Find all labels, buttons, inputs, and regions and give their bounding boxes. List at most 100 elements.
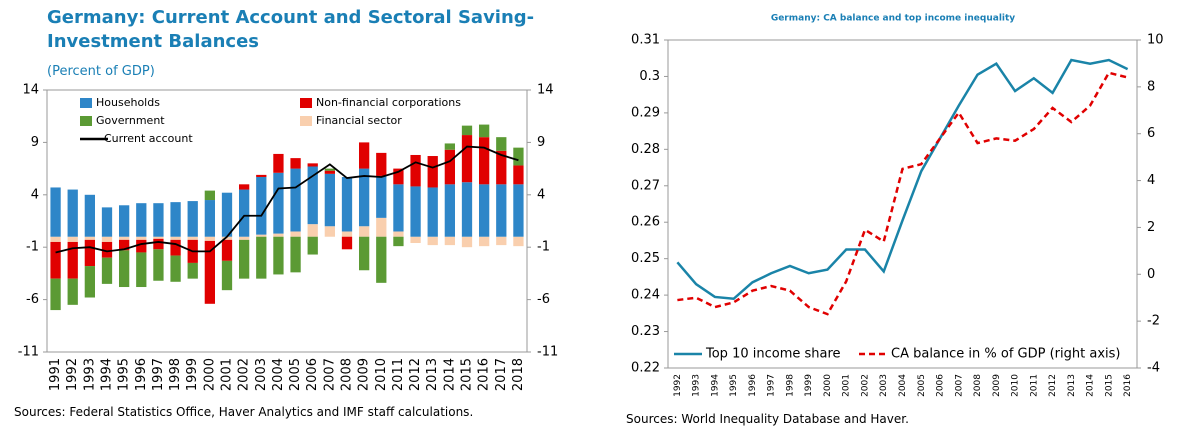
- x-tick-label: 1992: [673, 374, 683, 397]
- bar-segment: [290, 231, 301, 237]
- bar-segment: [427, 156, 438, 188]
- bar-segment: [376, 152, 387, 176]
- y-tick-label: 0.29: [631, 105, 660, 120]
- x-tick-label: 2009: [357, 358, 372, 391]
- bar-segment: [513, 165, 524, 185]
- y-tick-label: 0.22: [631, 361, 660, 376]
- x-tick-label: 2004: [271, 358, 286, 391]
- bar-segment: [67, 189, 78, 237]
- legend-swatch: [80, 116, 92, 126]
- bar-segment: [153, 203, 164, 237]
- bar-segment: [204, 190, 215, 201]
- bar-segment: [461, 135, 473, 183]
- bar-segment: [427, 187, 438, 237]
- bar-segment: [50, 236, 61, 242]
- x-tick-label: 2007: [954, 374, 964, 397]
- bar-segment: [273, 236, 284, 275]
- bar-segment: [256, 236, 267, 279]
- plot-frame: [667, 39, 1138, 369]
- bar-segment: [410, 186, 421, 237]
- x-tick-label: 2002: [237, 358, 252, 391]
- bar-segment: [136, 236, 147, 240]
- x-tick-label: 2003: [254, 358, 269, 391]
- x-tick-label: 1998: [168, 358, 183, 391]
- legend-label: Current account: [104, 132, 193, 145]
- x-tick-label: 1999: [185, 358, 200, 391]
- y2-tick-label: 4: [537, 187, 545, 202]
- bar-segment: [101, 207, 113, 237]
- legend-label: Households: [96, 96, 160, 109]
- bar-segment: [376, 175, 387, 218]
- chart-subtitle: (Percent of GDP): [47, 64, 155, 79]
- bar-segment: [221, 236, 233, 240]
- bar-segment: [513, 147, 524, 166]
- x-tick-label: 2015: [460, 358, 475, 391]
- bar-segment: [101, 257, 113, 284]
- bar-segment: [153, 249, 164, 281]
- x-tick-label: 1993: [82, 358, 97, 391]
- bar-segment: [119, 236, 130, 240]
- y2-tick-label: 14: [537, 83, 554, 98]
- x-tick-label: 2009: [992, 374, 1002, 397]
- bar-segment: [204, 240, 215, 304]
- x-tick-label: 2012: [1048, 374, 1058, 397]
- bar-segment: [84, 266, 95, 298]
- y2-tick-label: -1: [537, 240, 550, 255]
- bar-segment: [324, 226, 335, 237]
- y2-tick-label: 9: [537, 135, 545, 150]
- bar-segment: [50, 187, 61, 237]
- bar-segment: [67, 278, 78, 305]
- bar-segment: [359, 168, 370, 227]
- bar-segment: [479, 124, 490, 138]
- x-tick-label: 2001: [842, 374, 852, 397]
- bar-segment: [84, 239, 95, 267]
- x-tick-label: 2006: [936, 374, 946, 397]
- bar-segment: [187, 262, 198, 279]
- x-tick-label: 2012: [408, 358, 423, 391]
- legend-label: Non-financial corporations: [316, 96, 461, 109]
- x-tick-label: 2013: [1067, 374, 1077, 397]
- x-tick-label: 2014: [1086, 374, 1096, 397]
- bar-segment: [513, 184, 524, 237]
- x-tick-label: 1995: [729, 374, 739, 397]
- bar-segment: [273, 153, 284, 173]
- bar-segment: [410, 236, 421, 244]
- x-tick-label: 2005: [288, 358, 303, 391]
- x-tick-label: 2008: [973, 374, 983, 397]
- x-tick-label: 2011: [391, 358, 406, 391]
- y2-tick-label: 6: [1147, 126, 1155, 141]
- y-tick-label: 0.3: [639, 69, 660, 84]
- bar-segment: [307, 236, 318, 255]
- bar-segment: [444, 236, 455, 246]
- bar-segment: [393, 236, 404, 247]
- y2-tick-label: -4: [1147, 361, 1160, 376]
- bar-segment: [101, 236, 113, 242]
- bar-segment: [256, 234, 267, 237]
- legend-swatch: [300, 98, 312, 108]
- y2-tick-label: 2: [1147, 220, 1155, 235]
- x-tick-label: 1994: [710, 374, 720, 397]
- bar-segment: [119, 205, 130, 237]
- y2-tick-label: 8: [1147, 79, 1155, 94]
- y-tick-label: 0.28: [631, 142, 660, 157]
- bar-segment: [307, 224, 318, 237]
- y-tick-label: 4: [31, 187, 39, 202]
- x-tick-label: 1997: [151, 358, 166, 391]
- plot-frame: [46, 89, 528, 353]
- legend-label: Government: [96, 114, 165, 127]
- source-note: Sources: Federal Statistics Office, Have…: [14, 405, 474, 419]
- y-tick-label: -1: [26, 240, 39, 255]
- bar-segment: [496, 236, 507, 246]
- bar-segment: [461, 236, 473, 248]
- chart-title: Germany: CA balance and top income inequ…: [771, 14, 1015, 24]
- bar-segment: [324, 170, 335, 174]
- bar-segment: [50, 278, 61, 311]
- bar-segment: [290, 236, 301, 273]
- y-tick-label: -11: [18, 345, 39, 360]
- bar-segment: [119, 239, 130, 251]
- bar-segment: [479, 236, 490, 247]
- legend-swatch: [80, 98, 92, 108]
- bar-segment: [324, 168, 335, 171]
- bar-segment: [290, 168, 301, 232]
- bar-segment: [170, 236, 181, 240]
